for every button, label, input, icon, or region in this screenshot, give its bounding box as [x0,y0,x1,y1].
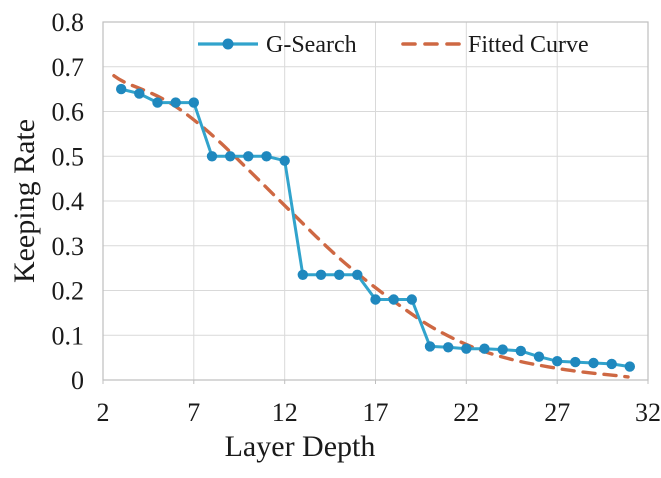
g-search-marker [352,269,363,280]
y-tick-label-0.6: 0.6 [52,98,85,127]
x-tick-label-27: 27 [544,398,570,427]
y-tick-label-0.1: 0.1 [52,321,85,350]
legend: G-Search Fitted Curve [198,32,589,58]
g-search-marker [570,356,581,368]
g-search-marker [206,151,218,162]
g-search-marker [424,341,436,352]
x-tick-label-2: 2 [97,398,110,427]
g-search-marker [406,294,417,305]
y-tick-label-0.5: 0.5 [52,142,85,171]
x-tick-label-7: 7 [187,398,200,427]
g-search-marker [279,155,290,166]
g-search-marker [297,269,308,280]
g-search-marker [552,356,563,367]
x-tick-label-17: 17 [363,398,389,427]
y-tick-label-0.3: 0.3 [52,232,85,261]
g-search-marker [515,345,526,357]
legend-g-search-marker-sample [222,38,234,50]
g-search-marker [116,83,127,95]
y-tick-label-0.4: 0.4 [52,187,85,216]
y-tick-label-0.2: 0.2 [52,277,85,306]
x-tick-label-12: 12 [272,398,298,427]
g-search-marker [170,97,181,108]
y-tick-label-0.8: 0.8 [52,8,85,37]
legend-label-fitted-curve: Fitted Curve [468,32,589,58]
g-search-marker [588,357,599,369]
g-search-marker [134,88,145,99]
g-search-marker [461,343,472,354]
g-search-marker [533,351,545,362]
x-axis-label: Layer Depth [225,430,376,463]
y-tick-label-0: 0 [71,366,84,395]
g-search-marker [243,151,254,162]
g-search-marker [388,294,399,305]
g-search-marker [370,294,381,305]
g-search-marker [188,97,199,108]
g-search-marker [443,342,454,353]
x-tick-label-22: 22 [453,398,479,427]
g-search-marker [261,151,272,162]
g-search-marker [624,361,635,372]
g-search-marker [315,269,327,280]
g-search-marker [152,97,163,108]
g-search-marker [606,358,617,370]
y-axis-label: Keeping Rate [8,119,41,283]
g-search-marker [334,269,345,280]
g-search-marker [479,343,490,354]
legend-label-g-search: G-Search [266,32,357,58]
fitted-curve-line [112,74,630,379]
x-tick-label-32: 32 [635,398,661,427]
g-search-marker [225,151,236,162]
g-search-marker [497,344,508,355]
y-tick-label-0.7: 0.7 [52,53,85,82]
